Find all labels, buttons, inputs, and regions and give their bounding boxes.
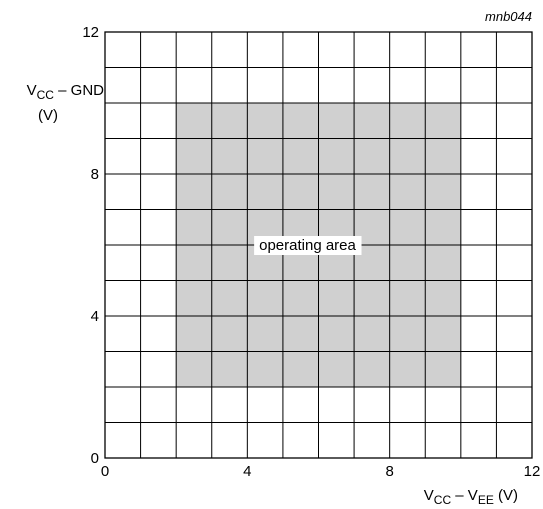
- x-axis-label-sub1: CC: [434, 493, 452, 507]
- y-tick-label: 8: [91, 166, 99, 183]
- y-axis-label: VCC – GND: [27, 82, 105, 102]
- y-tick-label: 4: [91, 308, 99, 325]
- plot-frame: [104, 31, 533, 459]
- x-axis-label-unit: (V): [494, 487, 518, 504]
- operating-area-label: operating area: [259, 237, 356, 254]
- x-axis-label-mid: – V: [451, 487, 478, 504]
- annotations: operating area: [254, 236, 362, 255]
- x-tick-label: 0: [101, 463, 109, 480]
- x-axis-label: VCC – VEE (V): [424, 487, 518, 507]
- x-axis-label-sub2: EE: [478, 493, 494, 507]
- y-axis-label-rest: – GND: [54, 82, 104, 99]
- tick-labels: 0 4 8 12 0 4 8 12: [82, 24, 540, 480]
- y-tick-label: 0: [91, 450, 99, 467]
- x-tick-label: 12: [524, 463, 541, 480]
- x-tick-label: 8: [385, 463, 393, 480]
- y-axis-label-sub: CC: [37, 88, 55, 102]
- figure-reference: mnb044: [485, 9, 532, 24]
- x-tick-label: 4: [243, 463, 251, 480]
- y-axis-label-main: V: [27, 82, 37, 99]
- operating-area-label-bg: [254, 236, 362, 255]
- y-tick-label: 12: [82, 24, 99, 41]
- y-axis-unit: (V): [38, 107, 58, 124]
- x-axis-label-main: V: [424, 487, 434, 504]
